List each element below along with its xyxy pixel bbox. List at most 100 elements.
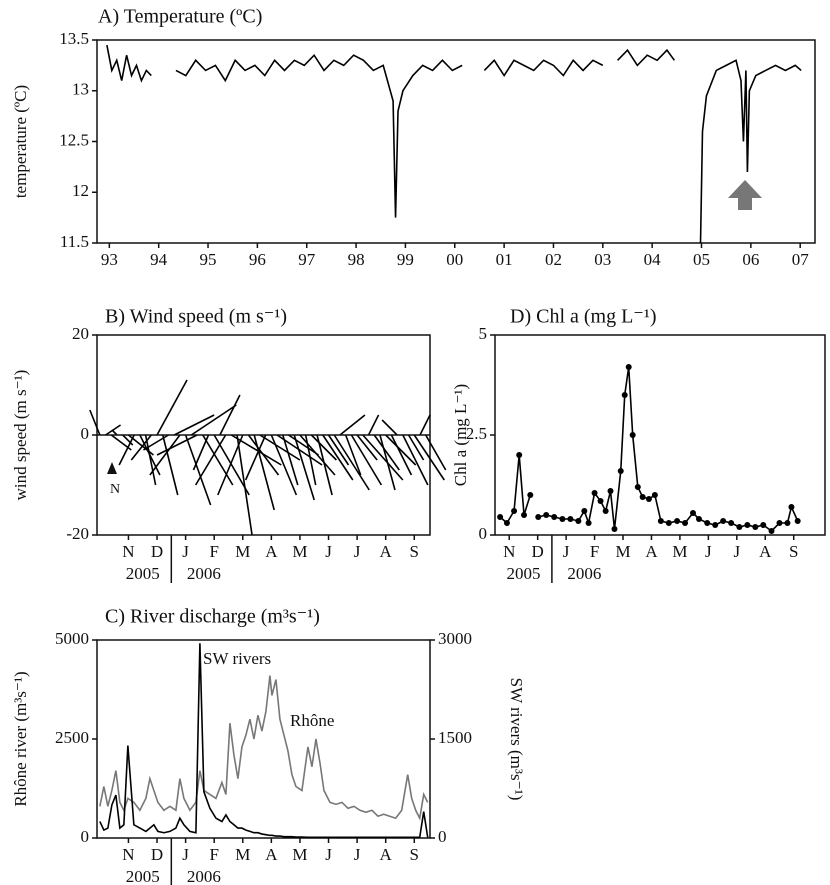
panel-title: B) Wind speed (m s⁻¹) bbox=[105, 306, 287, 328]
x-tick-label: 95 bbox=[200, 250, 217, 269]
wind-stick bbox=[236, 434, 253, 536]
y-tick-label: 11.5 bbox=[60, 232, 89, 251]
event-arrow bbox=[728, 180, 762, 210]
data-point bbox=[744, 522, 751, 528]
data-point bbox=[611, 526, 618, 532]
wind-stick bbox=[327, 434, 350, 466]
year-label: 2006 bbox=[187, 867, 221, 885]
y-tick-label: 12.5 bbox=[59, 130, 89, 149]
x-tick-label: D bbox=[151, 542, 163, 561]
data-line bbox=[699, 59, 802, 244]
wind-stick bbox=[385, 434, 417, 466]
wind-stick bbox=[299, 434, 336, 476]
data-point bbox=[629, 432, 636, 438]
north-label: N bbox=[110, 482, 120, 497]
x-tick-label: M bbox=[292, 542, 307, 561]
x-tick-label: J bbox=[705, 542, 712, 561]
data-point bbox=[736, 524, 743, 530]
data-point bbox=[768, 528, 775, 534]
x-tick-label: 94 bbox=[150, 250, 168, 269]
wind-stick bbox=[118, 434, 135, 466]
x-tick-label: J bbox=[733, 542, 740, 561]
y2-tick-label: 3000 bbox=[438, 629, 472, 648]
wind-stick bbox=[344, 434, 362, 476]
x-tick-label: S bbox=[410, 845, 419, 864]
data-point bbox=[704, 520, 711, 526]
data-point bbox=[634, 484, 641, 490]
x-tick-label: J bbox=[563, 542, 570, 561]
data-point bbox=[511, 508, 518, 514]
y-tick-label: 0 bbox=[81, 827, 90, 846]
wind-stick bbox=[407, 434, 425, 461]
wind-stick bbox=[161, 434, 179, 496]
x-tick-label: N bbox=[122, 542, 134, 561]
data-point bbox=[674, 518, 681, 524]
x-tick-label: D bbox=[151, 845, 163, 864]
wind-stick bbox=[270, 434, 298, 496]
x-tick-label: 03 bbox=[594, 250, 611, 269]
x-tick-label: M bbox=[672, 542, 687, 561]
x-tick-label: 05 bbox=[693, 250, 710, 269]
data-point bbox=[497, 514, 504, 520]
x-tick-label: J bbox=[182, 542, 189, 561]
data-line bbox=[617, 48, 676, 67]
x-tick-label: S bbox=[410, 542, 419, 561]
data-point bbox=[760, 522, 767, 528]
y-tick-label: 0 bbox=[81, 424, 90, 443]
wind-stick bbox=[184, 434, 212, 506]
data-point bbox=[559, 516, 566, 522]
wind-stick bbox=[144, 434, 157, 486]
y-tick-label: 12 bbox=[72, 181, 89, 200]
x-tick-label: 98 bbox=[348, 250, 365, 269]
wind-stick bbox=[402, 434, 429, 486]
wind-stick bbox=[322, 434, 354, 481]
x-tick-label: M bbox=[235, 845, 250, 864]
data-point bbox=[543, 512, 550, 518]
x-tick-label: 04 bbox=[644, 250, 662, 269]
x-tick-label: M bbox=[292, 845, 307, 864]
plot-frame bbox=[494, 334, 826, 536]
data-point bbox=[503, 520, 510, 526]
y-axis-label: wind speed (m s⁻¹) bbox=[11, 370, 30, 501]
x-tick-label: A bbox=[759, 542, 772, 561]
data-point bbox=[591, 490, 598, 496]
y-axis-label: Rhône river (m³s⁻¹) bbox=[11, 671, 30, 806]
wind-stick bbox=[192, 434, 210, 471]
wind-stick bbox=[143, 434, 169, 451]
x-tick-label: 97 bbox=[298, 250, 316, 269]
wind-stick bbox=[247, 434, 280, 476]
year-label: 2005 bbox=[126, 867, 160, 885]
x-tick-label: 02 bbox=[545, 250, 562, 269]
y-tick-label: 13 bbox=[72, 80, 89, 99]
data-point bbox=[695, 516, 702, 522]
x-tick-label: F bbox=[209, 845, 218, 864]
data-line bbox=[175, 53, 463, 218]
wind-stick bbox=[122, 434, 134, 446]
data-line bbox=[106, 44, 152, 83]
data-point bbox=[602, 508, 609, 514]
y2-tick-label: 1500 bbox=[438, 728, 472, 747]
data-line bbox=[483, 59, 604, 77]
wind-stick bbox=[202, 434, 234, 486]
y-tick-label: -20 bbox=[66, 524, 89, 543]
y-tick-label: 0 bbox=[479, 524, 488, 543]
y-tick-label: 20 bbox=[72, 324, 89, 343]
x-tick-label: J bbox=[354, 542, 361, 561]
wind-stick bbox=[333, 434, 370, 491]
wind-stick bbox=[219, 394, 241, 436]
data-point bbox=[567, 516, 574, 522]
data-point bbox=[794, 518, 801, 524]
data-point bbox=[516, 452, 523, 458]
y-tick-label: 13.5 bbox=[59, 29, 89, 48]
wind-stick bbox=[293, 434, 315, 501]
data-point bbox=[625, 364, 632, 370]
wind-stick bbox=[379, 434, 396, 491]
year-label: 2005 bbox=[506, 564, 540, 583]
data-point bbox=[651, 492, 658, 498]
wind-stick bbox=[156, 379, 188, 436]
wind-stick bbox=[362, 434, 404, 481]
data-point bbox=[597, 498, 604, 504]
data-point bbox=[621, 392, 628, 398]
wind-stick bbox=[373, 434, 400, 471]
